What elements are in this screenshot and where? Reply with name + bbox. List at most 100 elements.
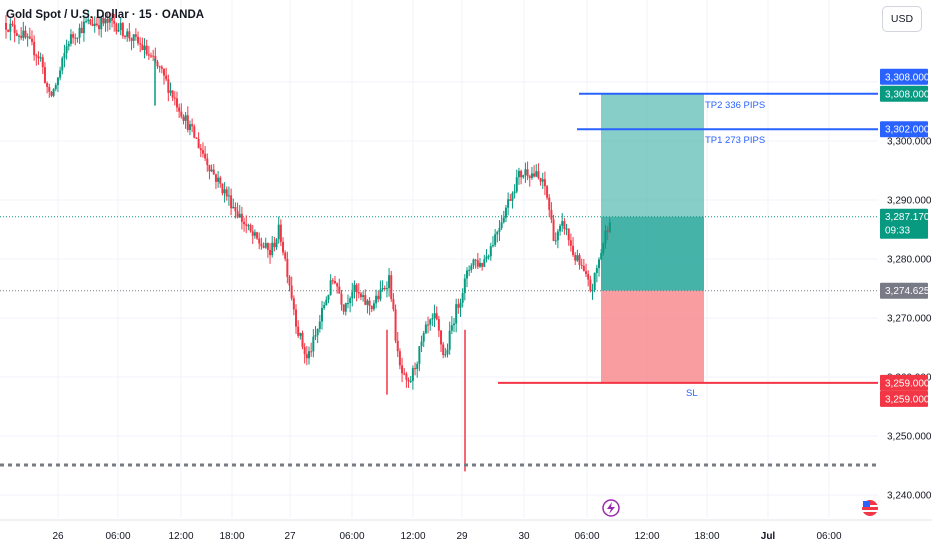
- candle: [485, 248, 488, 263]
- candle-body: [565, 228, 568, 230]
- candle-body: [368, 300, 371, 307]
- candle-body: [56, 77, 59, 86]
- candle: [526, 161, 529, 181]
- candle: [582, 259, 585, 272]
- candle: [46, 81, 49, 94]
- candle: [450, 316, 453, 335]
- candle-body: [318, 321, 321, 329]
- candle: [134, 28, 137, 41]
- candle-body: [104, 18, 107, 24]
- candle-body: [446, 349, 449, 355]
- candle: [344, 302, 347, 316]
- price-axis[interactable]: 3,240.0003,250.0003,260.0003,270.0003,28…: [878, 0, 932, 550]
- candle: [41, 54, 44, 74]
- candle-body: [554, 240, 557, 242]
- candle: [72, 31, 75, 44]
- candle-body: [240, 213, 243, 222]
- time-axis[interactable]: 26 06:00 12:00 18:00 27 06:00 12:00 29 30 06:00 12…: [0, 519, 932, 542]
- candle-body: [141, 44, 144, 51]
- candle: [487, 254, 490, 260]
- candle: [606, 226, 609, 240]
- candle-body: [433, 313, 436, 319]
- candle: [504, 205, 507, 223]
- candle-body: [275, 239, 278, 248]
- candle-body: [487, 256, 490, 258]
- candle-body: [28, 36, 31, 39]
- candle-body: [219, 177, 222, 184]
- candle-body: [52, 89, 55, 96]
- price-tick-label: 3,280.000: [887, 255, 932, 266]
- candle-body: [429, 319, 432, 325]
- candle-body: [325, 299, 328, 306]
- candle-body: [377, 295, 380, 300]
- candle: [537, 163, 540, 180]
- candle: [422, 330, 425, 348]
- candle: [394, 304, 397, 344]
- candle: [236, 202, 239, 219]
- candle: [156, 59, 159, 69]
- candle: [260, 237, 263, 250]
- candle-body: [232, 206, 235, 209]
- candle-body: [15, 32, 18, 36]
- candle-body: [17, 35, 20, 37]
- candle-body: [124, 35, 127, 37]
- candle-body: [223, 189, 226, 194]
- candle-body: [251, 231, 254, 236]
- candle-body: [284, 252, 287, 259]
- candle-body: [230, 195, 233, 209]
- candle: [117, 23, 120, 33]
- candle-body: [424, 324, 427, 334]
- candle: [457, 298, 460, 314]
- candle: [33, 35, 36, 61]
- candle: [574, 252, 577, 265]
- candle: [327, 294, 330, 304]
- candle: [286, 251, 289, 284]
- candle: [20, 27, 23, 41]
- candle-body: [243, 221, 246, 225]
- lightning-icon[interactable]: [602, 499, 620, 517]
- candle-body: [567, 228, 570, 241]
- candle-body: [379, 289, 382, 300]
- candle-body: [476, 260, 479, 267]
- candle-body: [459, 302, 462, 308]
- candle: [431, 313, 434, 327]
- candle-body: [145, 45, 148, 55]
- candle: [39, 52, 42, 62]
- candle: [145, 39, 148, 56]
- candle-body: [401, 365, 404, 374]
- candle-body: [470, 265, 473, 271]
- candle: [54, 82, 57, 92]
- candle: [368, 297, 371, 316]
- candle-body: [41, 57, 44, 68]
- candle: [234, 202, 237, 219]
- candle-body: [450, 325, 453, 331]
- candle: [223, 182, 226, 203]
- candle: [279, 219, 282, 247]
- candle: [191, 118, 194, 133]
- candle: [230, 188, 233, 216]
- candle: [420, 335, 423, 353]
- candle: [388, 268, 391, 297]
- candle-body: [13, 24, 16, 33]
- candle-body: [61, 58, 64, 71]
- sl-zone-badge-bg: [880, 390, 928, 407]
- candle-body: [509, 199, 512, 201]
- candle: [507, 192, 510, 216]
- candle: [212, 164, 215, 175]
- candle: [318, 314, 321, 333]
- candle: [446, 343, 449, 358]
- candle-body: [24, 30, 27, 38]
- candle: [474, 258, 477, 269]
- candle: [342, 304, 345, 315]
- candle-body: [574, 255, 577, 261]
- candle-body: [258, 238, 261, 244]
- us-flag-icon[interactable]: [862, 500, 878, 516]
- candle: [435, 306, 438, 321]
- candle-body: [310, 351, 313, 353]
- candle: [539, 177, 542, 186]
- currency-button[interactable]: USD: [882, 6, 922, 32]
- candle-body: [201, 150, 204, 154]
- candle-body: [253, 232, 256, 236]
